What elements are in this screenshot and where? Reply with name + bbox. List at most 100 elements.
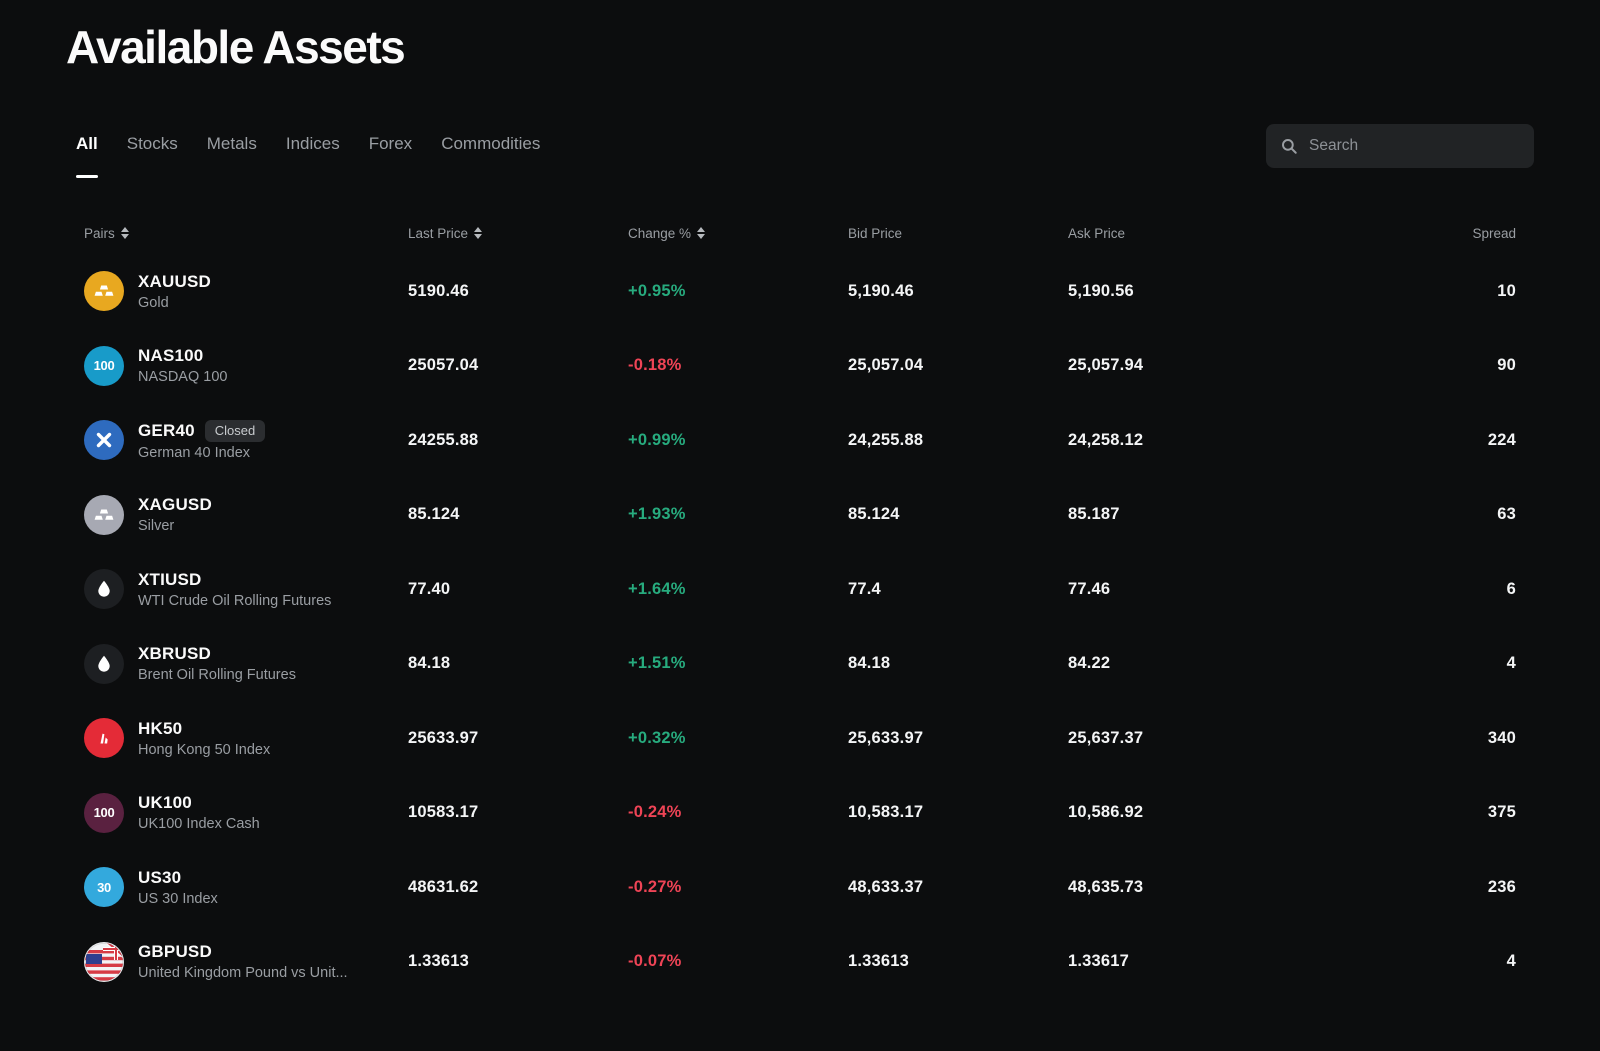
pair-cell: HK50 Hong Kong 50 Index (84, 718, 408, 759)
pair-symbol: XAUUSD (138, 271, 211, 291)
spread-cell: 340 (1487, 728, 1516, 747)
change-percent-cell: -0.27% (628, 877, 682, 896)
sort-icon[interactable] (474, 227, 483, 239)
ask-price-cell: 1.33617 (1068, 952, 1130, 971)
column-header-ask-price: Ask Price (1068, 226, 1290, 241)
column-header-label: Bid Price (848, 225, 903, 241)
ask-price-cell: 77.46 (1068, 579, 1111, 598)
column-header-pairs[interactable]: Pairs (84, 226, 408, 241)
column-header-label: Spread (1472, 225, 1516, 241)
pair-cell: XBRUSD Brent Oil Rolling Futures (84, 643, 408, 684)
pair-description: United Kingdom Pound vs Unit... (138, 965, 348, 982)
ask-price-cell: 5,190.56 (1068, 281, 1134, 300)
change-percent-cell: +1.64% (628, 579, 686, 598)
spread-cell: 4 (1506, 654, 1516, 673)
pair-symbol: GER40 (138, 420, 195, 440)
table-row-us30[interactable]: 30 US30 US 30 Index 48631.62 -0.27% 48,6… (66, 850, 1534, 925)
last-price-cell: 25057.04 (408, 356, 479, 375)
bid-price-cell: 25,633.97 (848, 728, 924, 747)
column-header-label: Pairs (84, 225, 115, 241)
last-price-cell: 77.40 (408, 579, 451, 598)
pair-symbol: XTIUSD (138, 569, 202, 589)
pair-description: UK100 Index Cash (138, 816, 260, 833)
pair-description: Hong Kong 50 Index (138, 741, 271, 758)
change-percent-cell: +1.93% (628, 505, 686, 524)
ask-price-cell: 48,635.73 (1068, 877, 1144, 896)
bid-price-cell: 1.33613 (848, 952, 910, 971)
assets-table: Pairs Last Price Change % Bid Price Ask … (66, 212, 1534, 999)
pair-symbol: XBRUSD (138, 644, 211, 664)
change-percent-cell: +0.99% (628, 430, 686, 449)
sort-icon[interactable] (120, 227, 129, 239)
change-percent-cell: -0.18% (628, 356, 682, 375)
pair-symbol: UK100 (138, 793, 192, 813)
category-tabs: All Stocks Metals Indices Forex Commodities (76, 134, 540, 178)
pair-cell: XAUUSD Gold (84, 271, 408, 312)
us-30-icon: 30 (84, 867, 124, 908)
oil-drop-icon (84, 569, 124, 610)
tab-label: Stocks (126, 134, 178, 153)
bid-price-cell: 24,255.88 (848, 430, 924, 449)
table-row-nas100[interactable]: 100 NAS100 NASDAQ 100 25057.04 -0.18% 25… (66, 329, 1534, 404)
table-row-ger40[interactable]: GER40 Closed German 40 Index 24255.88 +0… (66, 403, 1534, 478)
spread-cell: 4 (1506, 952, 1516, 971)
tab-stocks[interactable]: Stocks (127, 134, 178, 158)
tab-forex[interactable]: Forex (369, 134, 412, 158)
table-row-gbpusd[interactable]: GBPUSD United Kingdom Pound vs Unit... 1… (66, 925, 1534, 1000)
page-title: Available Assets (66, 21, 406, 73)
tab-commodities[interactable]: Commodities (441, 134, 540, 158)
pair-cell: XTIUSD WTI Crude Oil Rolling Futures (84, 569, 408, 610)
pair-symbol: XAGUSD (138, 495, 212, 515)
bid-price-cell: 48,633.37 (848, 877, 924, 896)
last-price-cell: 25633.97 (408, 728, 479, 747)
change-percent-cell: +0.95% (628, 281, 686, 300)
search-box[interactable] (1266, 124, 1534, 168)
last-price-cell: 10583.17 (408, 803, 479, 822)
pair-cell: XAGUSD Silver (84, 494, 408, 535)
pair-description: NASDAQ 100 (138, 369, 228, 386)
spread-cell: 90 (1497, 356, 1516, 375)
bid-price-cell: 84.18 (848, 654, 891, 673)
bid-price-cell: 5,190.46 (848, 281, 914, 300)
spread-cell: 6 (1506, 579, 1516, 598)
tab-indices[interactable]: Indices (286, 134, 340, 158)
tab-label: Commodities (441, 134, 541, 153)
table-row-hk50[interactable]: HK50 Hong Kong 50 Index 25633.97 +0.32% … (66, 701, 1534, 776)
table-row-uk100[interactable]: 100 UK100 UK100 Index Cash 10583.17 -0.2… (66, 776, 1534, 851)
gold-bars-icon (84, 271, 124, 312)
pair-cell: GBPUSD United Kingdom Pound vs Unit... (84, 941, 408, 982)
spread-cell: 10 (1497, 281, 1516, 300)
pair-cell: 100 NAS100 NASDAQ 100 (84, 345, 408, 386)
bid-price-cell: 10,583.17 (848, 803, 924, 822)
spread-cell: 224 (1487, 430, 1516, 449)
available-assets-page: Available Assets All Stocks Metals Indices F… (66, 21, 1534, 999)
search-input[interactable] (1309, 137, 1520, 155)
german-40-cross-icon (84, 420, 124, 461)
uk-100-icon: 100 (84, 792, 124, 833)
pair-cell: 100 UK100 UK100 Index Cash (84, 792, 408, 833)
bid-price-cell: 77.4 (848, 579, 881, 598)
gbp-usd-flags-icon (84, 941, 124, 982)
pair-description: Silver (138, 518, 175, 535)
oil-drop-icon (84, 643, 124, 684)
tab-all[interactable]: All (76, 134, 98, 178)
last-price-cell: 48631.62 (408, 877, 479, 896)
column-header-last-price[interactable]: Last Price (408, 226, 628, 241)
pair-symbol: GBPUSD (138, 942, 212, 962)
tab-label: Metals (206, 134, 257, 153)
tab-label: Forex (368, 134, 413, 153)
table-row-xbrusd[interactable]: XBRUSD Brent Oil Rolling Futures 84.18 +… (66, 627, 1534, 702)
pair-description: Gold (138, 294, 169, 311)
table-row-xagusd[interactable]: XAGUSD Silver 85.124 +1.93% 85.124 85.18… (66, 478, 1534, 553)
table-row-xauusd[interactable]: XAUUSD Gold 5190.46 +0.95% 5,190.46 5,19… (66, 254, 1534, 329)
tab-metals[interactable]: Metals (207, 134, 257, 158)
pair-symbol: NAS100 (138, 346, 204, 366)
column-header-label: Ask Price (1068, 225, 1126, 241)
sort-icon[interactable] (697, 227, 706, 239)
table-row-xtiusd[interactable]: XTIUSD WTI Crude Oil Rolling Futures 77.… (66, 552, 1534, 627)
bid-price-cell: 85.124 (848, 505, 900, 524)
pair-symbol: HK50 (138, 718, 183, 738)
column-header-change-[interactable]: Change % (628, 226, 848, 241)
last-price-cell: 5190.46 (408, 281, 470, 300)
tab-label: All (76, 134, 98, 153)
